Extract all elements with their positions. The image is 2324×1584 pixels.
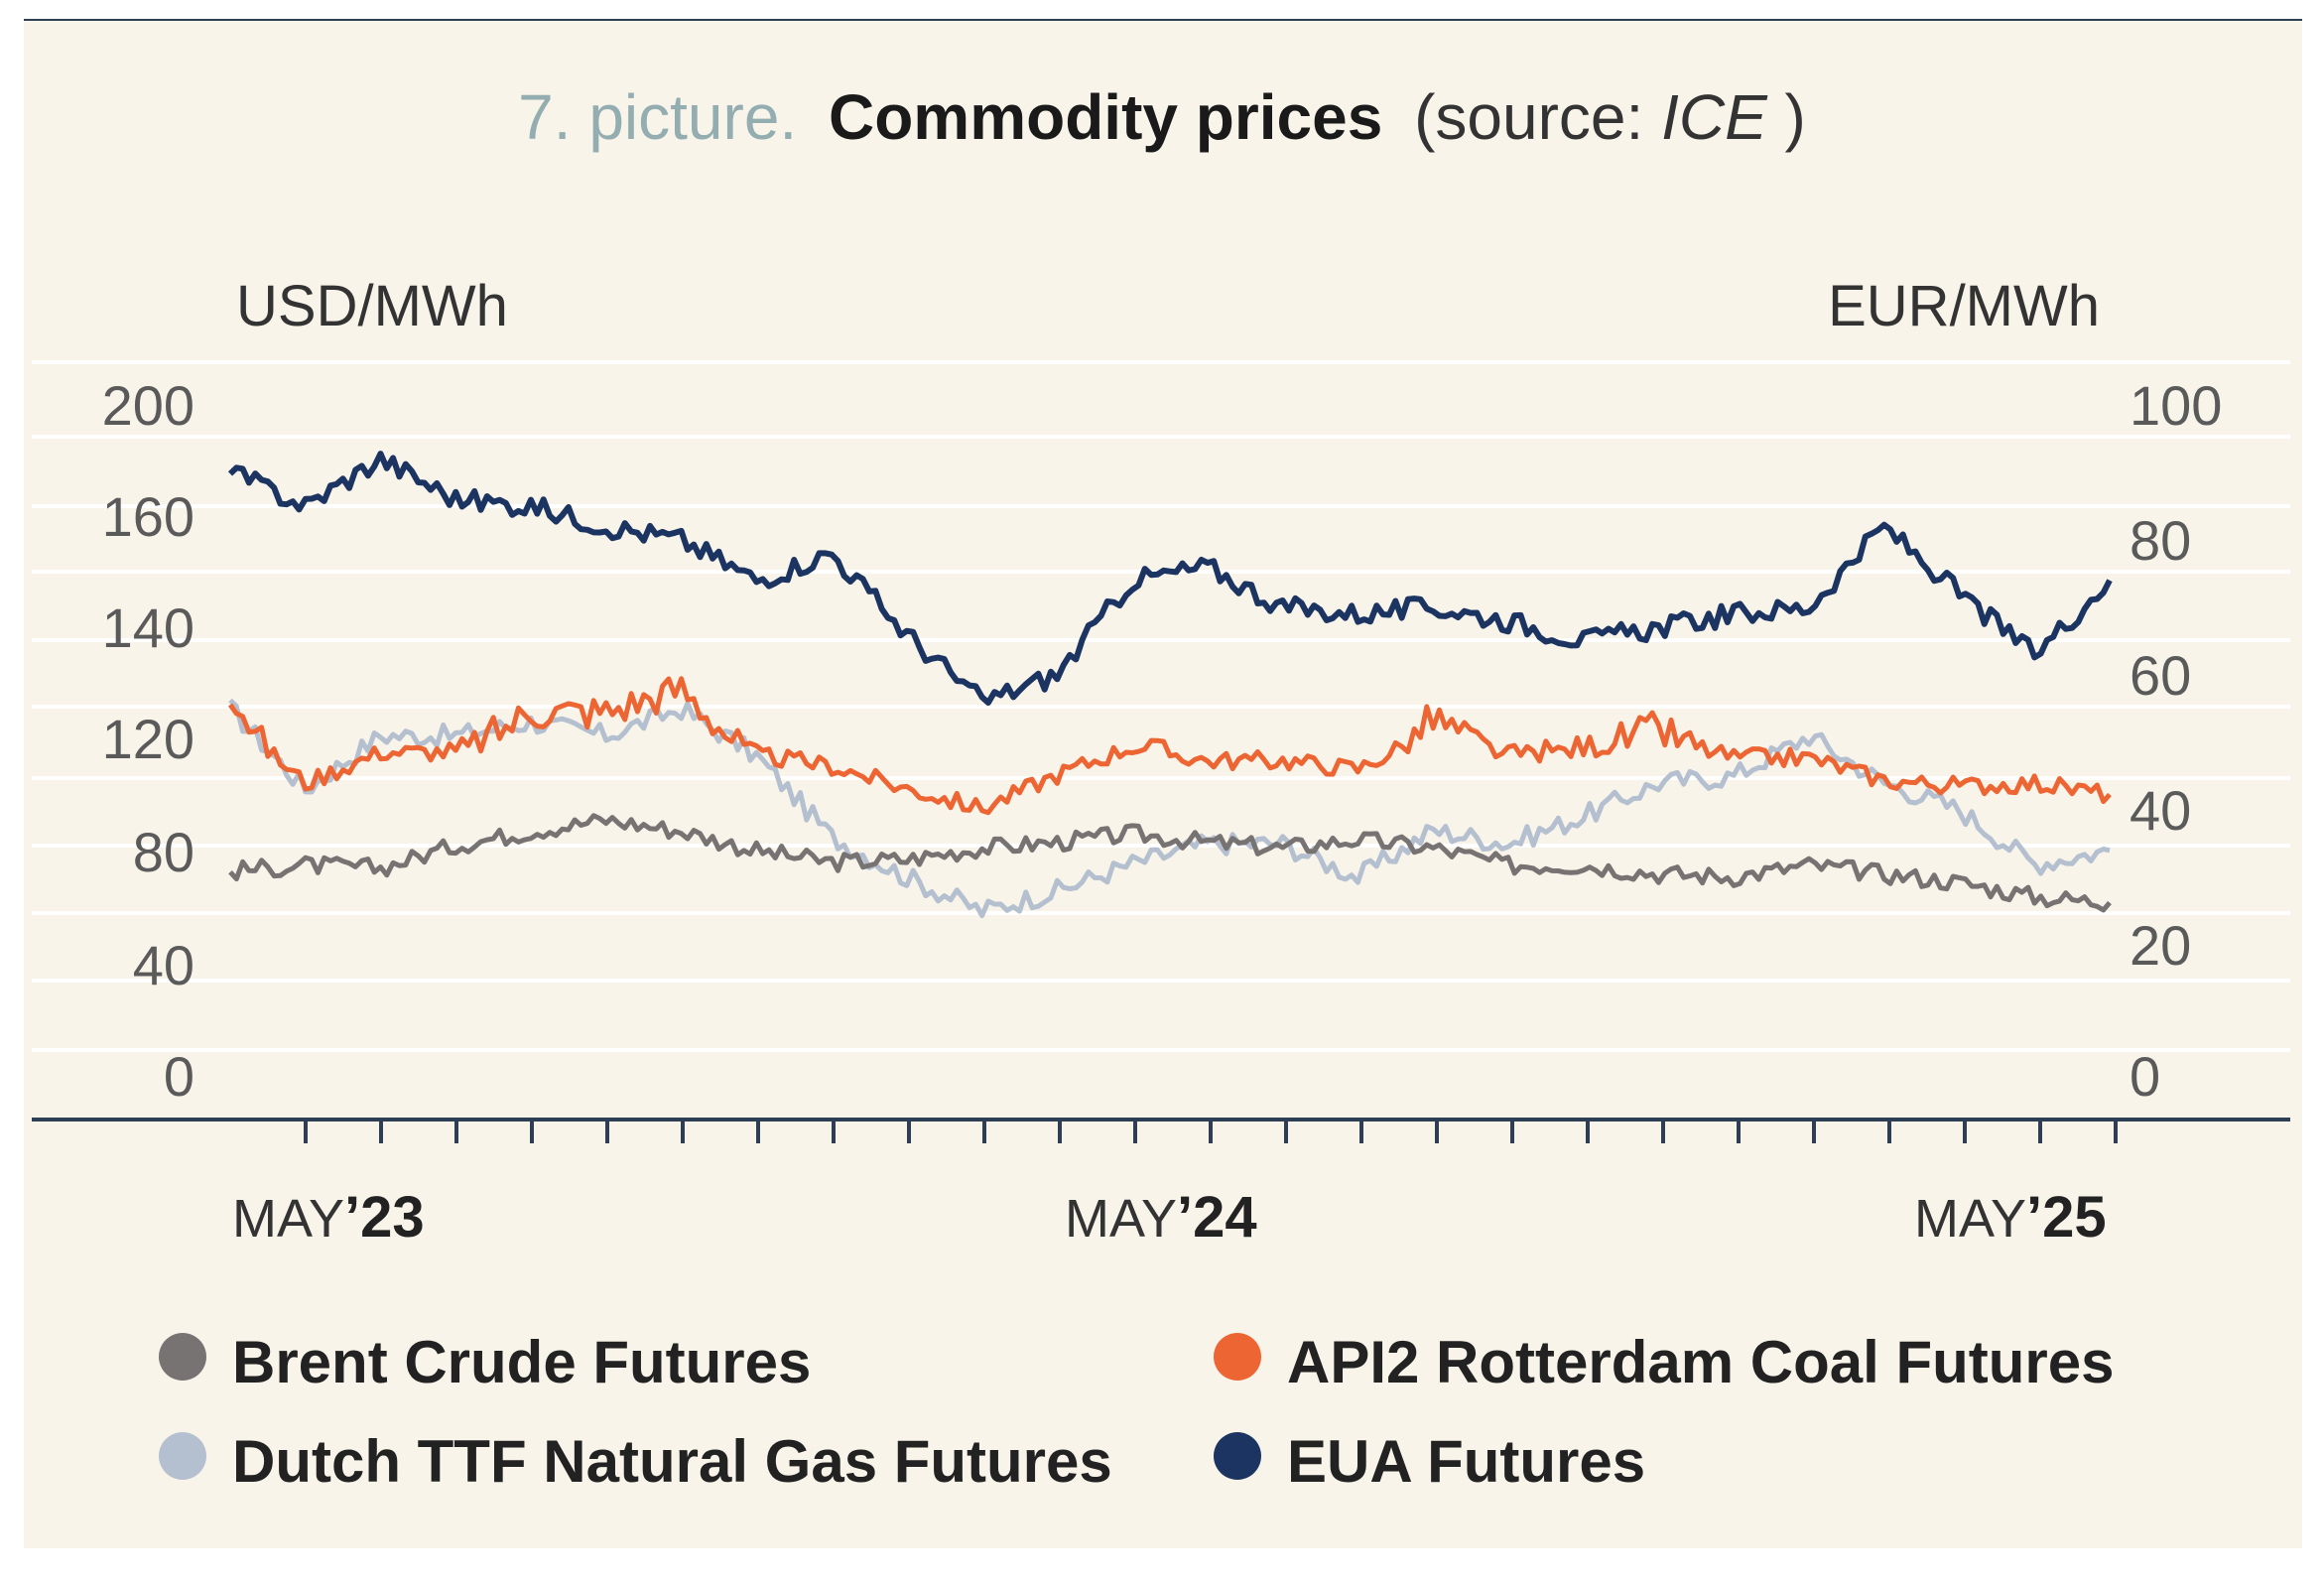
right-tick-label: 0: [2130, 1045, 2160, 1108]
title-main: Commodity prices: [829, 81, 1382, 153]
series-line-ttf: [228, 698, 2111, 919]
series-line-brent: [228, 813, 2112, 913]
left-tick-label: 80: [133, 821, 194, 883]
left-tick-label: 0: [164, 1045, 194, 1108]
right-tick-label: 80: [2130, 509, 2191, 572]
title-source-close: ): [1785, 81, 1806, 153]
title-source: ICE: [1661, 81, 1768, 153]
right-axis-ticks: 100 80 60 40 20 0: [2130, 374, 2222, 1108]
series-lines: [227, 451, 2113, 919]
title-source-open: (source:: [1414, 81, 1661, 153]
legend-label-eua: EUA Futures: [1287, 1428, 1645, 1495]
left-tick-label: 40: [133, 934, 194, 996]
chart-title: 7. picture. Commodity prices (source: IC…: [518, 81, 1806, 153]
right-tick-label: 100: [2130, 374, 2222, 437]
legend-marker-ttf: [159, 1432, 206, 1480]
left-tick-label: 200: [102, 374, 194, 437]
right-tick-label: 40: [2130, 779, 2191, 842]
series-line-coal: [227, 676, 2112, 816]
left-axis-ticks: 200 160 140 120 80 40 0: [102, 374, 194, 1108]
legend: Brent Crude Futures API2 Rotterdam Coal …: [159, 1329, 2114, 1495]
legend-label-coal: API2 Rotterdam Coal Futures: [1287, 1329, 2114, 1395]
legend-marker-brent: [159, 1333, 206, 1381]
left-tick-label: 140: [102, 596, 194, 659]
right-axis-unit: EUR/MWh: [1828, 274, 2100, 338]
gridlines: [32, 360, 2290, 1052]
title-prefix: 7. picture.: [518, 81, 797, 153]
left-tick-label: 120: [102, 708, 194, 770]
left-tick-label: 160: [102, 485, 194, 548]
legend-marker-coal: [1214, 1333, 1261, 1381]
legend-label-ttf: Dutch TTF Natural Gas Futures: [232, 1428, 1112, 1495]
series-line-eua: [227, 451, 2113, 706]
x-label-may-25: MAY’25: [1914, 1185, 2107, 1250]
right-tick-label: 60: [2130, 644, 2191, 707]
left-axis-unit: USD/MWh: [236, 274, 508, 338]
legend-label-brent: Brent Crude Futures: [232, 1329, 811, 1395]
x-axis-ticks: [304, 1120, 2118, 1143]
x-label-may-23: MAY’23: [232, 1185, 425, 1250]
legend-marker-eua: [1214, 1432, 1261, 1480]
x-label-may-24: MAY’24: [1065, 1185, 1257, 1250]
right-tick-label: 20: [2130, 914, 2191, 977]
chart-frame-background: [24, 20, 2302, 1548]
